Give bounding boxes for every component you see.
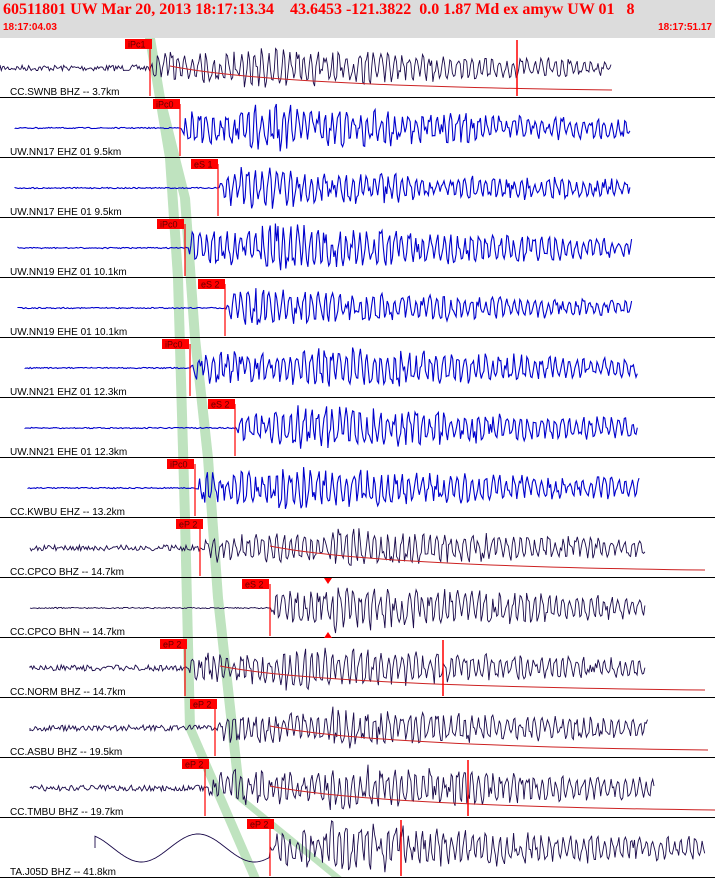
pick-label-box <box>182 759 209 769</box>
pick-label: eS 1 <box>194 160 213 170</box>
waveform-trace <box>29 706 648 749</box>
trace-row: eS 2 CC.CPCO BHN -- 14.7km <box>0 579 715 638</box>
station-label: UW.NN17 EHZ 01 9.5km <box>10 147 121 158</box>
station-label: CC.ASBU BHZ -- 19.5km <box>10 747 122 758</box>
trace-row: eS 2 UW.NN19 EHE 01 10.1km <box>0 279 715 338</box>
pick-label-box <box>162 339 189 349</box>
waveform-trace <box>29 587 646 634</box>
station-label: UW.NN19 EHE 01 10.1km <box>10 327 127 338</box>
coda-envelope <box>169 65 613 91</box>
trace-row: eS 2 UW.NN21 EHE 01 12.3km <box>0 399 715 458</box>
station-label: UW.NN21 EHZ 01 12.3km <box>10 387 127 398</box>
pick-label: iPc1 <box>128 40 146 50</box>
station-label: CC.SWNB BHZ -- 3.7km <box>10 87 119 98</box>
station-label: CC.TMBU BHZ -- 19.7km <box>10 807 123 818</box>
trace-row: eP 2 CC.TMBU BHZ -- 19.7km <box>0 759 715 818</box>
trace-row: iPc0 UW.NN17 EHZ 01 9.5km <box>0 99 715 158</box>
p-phase-band <box>180 518 195 728</box>
pick-label: iPc0 <box>160 220 178 230</box>
station-label: CC.CPCO BHZ -- 14.7km <box>10 567 124 578</box>
pick-label-box <box>242 579 269 589</box>
waveform-trace <box>17 223 633 271</box>
trace-row: eP 2 CC.CPCO BHZ -- 14.7km <box>0 519 715 578</box>
station-label: CC.CPCO BHN -- 14.7km <box>10 627 125 638</box>
waveform-trace <box>14 166 631 209</box>
coda-envelope <box>269 785 715 811</box>
pick-label: eP 2 <box>163 640 181 650</box>
pick-label: eS 2 <box>245 580 264 590</box>
waveform-trace <box>94 820 706 873</box>
trace-row: eS 1 UW.NN17 EHE 01 9.5km <box>0 159 715 218</box>
trace-row: iPc1 CC.SWNB BHZ -- 3.7km <box>0 39 715 98</box>
station-label: UW.NN19 EHZ 01 10.1km <box>10 267 127 278</box>
event-title: 60511801 UW Mar 20, 2013 18:17:13.34 43.… <box>3 1 635 18</box>
station-label: CC.NORM BHZ -- 14.7km <box>10 687 126 698</box>
waveform-trace <box>17 288 633 325</box>
pick-label: eS 2 <box>201 280 220 290</box>
waveform-trace <box>24 405 638 449</box>
pick-label-box <box>198 279 225 289</box>
time-end: 18:17:51.17 <box>658 22 712 33</box>
station-label: UW.NN21 EHE 01 12.3km <box>10 447 127 458</box>
header: 60511801 UW Mar 20, 2013 18:17:13.34 43.… <box>0 0 715 38</box>
pick-label-box <box>160 639 187 649</box>
time-start: 18:17:04.03 <box>3 22 57 33</box>
station-label: CC.KWBU EHZ -- 13.2km <box>10 507 125 518</box>
pick-label-box <box>176 519 203 529</box>
pick-label: eP 2 <box>250 820 268 830</box>
pick-label: iPc0 <box>165 340 183 350</box>
amplitude-marker <box>324 578 332 584</box>
s-phase-band <box>155 98 190 198</box>
station-label: UW.NN17 EHE 01 9.5km <box>10 207 122 218</box>
seismogram-panel: iPc1 CC.SWNB BHZ -- 3.7km iPc0 UW.NN17 EHZ … <box>0 38 715 878</box>
pick-label-box <box>125 39 152 49</box>
pick-label-box <box>190 699 217 709</box>
waveform-trace <box>0 47 612 88</box>
pick-label-box <box>247 819 274 829</box>
trace-row: iPc0 UW.NN19 EHZ 01 10.1km <box>0 219 715 278</box>
trace-row: eP 2 TA.J05D BHZ -- 41.8km <box>0 819 715 878</box>
waveform-trace <box>24 347 638 387</box>
waveform-trace <box>14 103 631 152</box>
pick-label: eP 2 <box>193 700 211 710</box>
pick-label-box <box>167 459 194 469</box>
waveform-trace <box>27 467 640 509</box>
coda-envelope <box>269 725 709 751</box>
waveform-trace <box>29 528 646 566</box>
trace-row: eP 2 CC.NORM BHZ -- 14.7km <box>0 639 715 698</box>
trace-row: iPc0 UW.NN21 EHZ 01 12.3km <box>0 339 715 398</box>
pick-label: iPc0 <box>170 460 188 470</box>
trace-row: eP 2 CC.ASBU BHZ -- 19.5km <box>0 699 715 758</box>
trace-row: iPc0 CC.KWBU EHZ -- 13.2km <box>0 459 715 518</box>
coda-envelope <box>269 545 706 571</box>
pick-label: eP 2 <box>185 760 203 770</box>
amplitude-marker <box>324 632 332 638</box>
pick-label: eS 2 <box>211 400 230 410</box>
station-label: TA.J05D BHZ -- 41.8km <box>10 867 116 878</box>
pick-label-box <box>191 159 218 169</box>
pick-label: iPc0 <box>156 100 174 110</box>
pick-label-box <box>157 219 184 229</box>
pick-label-box <box>208 399 235 409</box>
coda-envelope <box>219 665 706 691</box>
waveform-trace <box>29 764 655 811</box>
pick-label-box <box>153 99 180 109</box>
waveform-trace <box>29 647 646 691</box>
pick-label: eP 2 <box>179 520 197 530</box>
